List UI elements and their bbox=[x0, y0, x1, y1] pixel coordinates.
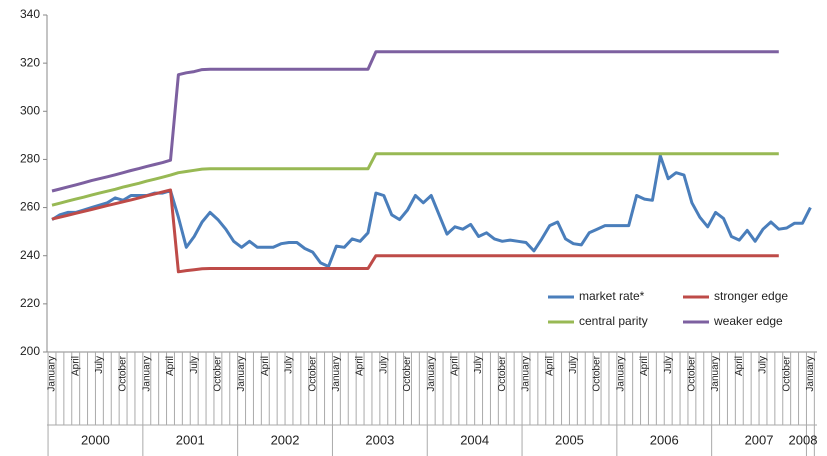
x-tick-label: October bbox=[497, 355, 508, 391]
y-tick-label: 240 bbox=[20, 248, 40, 262]
x-tick-label: January bbox=[236, 356, 247, 392]
year-label: 2007 bbox=[745, 432, 774, 447]
x-tick-label: January bbox=[710, 356, 721, 392]
legend-label: central parity bbox=[579, 314, 648, 328]
series-line bbox=[51, 50, 779, 193]
x-tick-label: October bbox=[402, 355, 413, 391]
y-tick-label: 300 bbox=[20, 103, 40, 117]
x-tick-label: July bbox=[663, 356, 674, 374]
x-tick-label: January bbox=[426, 356, 437, 392]
x-tick-label: April bbox=[355, 356, 366, 376]
legend-label: stronger edge bbox=[714, 289, 788, 303]
x-tick-label: October bbox=[213, 355, 224, 391]
y-tick-label: 280 bbox=[20, 152, 40, 166]
x-tick-label: October bbox=[781, 355, 792, 391]
y-tick-label: 320 bbox=[20, 55, 40, 69]
series-line bbox=[51, 154, 812, 268]
x-tick-label: April bbox=[639, 356, 650, 376]
legend-label: weaker edge bbox=[713, 314, 783, 328]
x-tick-label: January bbox=[521, 356, 532, 392]
series-line bbox=[51, 188, 779, 274]
x-tick-label: April bbox=[734, 356, 745, 376]
year-label: 2003 bbox=[365, 432, 394, 447]
x-tick-label: April bbox=[544, 356, 555, 376]
x-tick-label: July bbox=[94, 356, 105, 374]
x-tick-label: April bbox=[260, 356, 271, 376]
x-tick-label: July bbox=[284, 356, 295, 374]
x-tick-label: January bbox=[805, 356, 816, 392]
x-tick-label: April bbox=[165, 356, 176, 376]
x-tick-label: October bbox=[118, 355, 129, 391]
x-tick-label: January bbox=[47, 356, 58, 392]
x-tick-label: July bbox=[189, 356, 200, 374]
x-tick-label: January bbox=[331, 356, 342, 392]
y-tick-label: 340 bbox=[20, 7, 40, 21]
year-label: 2005 bbox=[555, 432, 584, 447]
x-tick-label: July bbox=[758, 356, 769, 374]
x-tick-label: July bbox=[473, 356, 484, 374]
y-tick-label: 220 bbox=[20, 296, 40, 310]
year-label: 2000 bbox=[81, 432, 110, 447]
x-tick-label: October bbox=[687, 355, 698, 391]
year-label: 2006 bbox=[650, 432, 679, 447]
y-tick-label: 260 bbox=[20, 200, 40, 214]
y-tick-label: 200 bbox=[20, 344, 40, 358]
x-tick-label: January bbox=[615, 356, 626, 392]
x-tick-label: July bbox=[378, 356, 389, 374]
x-tick-label: January bbox=[141, 356, 152, 392]
year-label: 2002 bbox=[271, 432, 300, 447]
year-label: 2004 bbox=[460, 432, 489, 447]
x-tick-label: April bbox=[450, 356, 461, 376]
year-label: 2008 bbox=[789, 432, 818, 447]
x-tick-label: April bbox=[70, 356, 81, 376]
legend-label: market rate* bbox=[579, 289, 645, 303]
series-line bbox=[51, 152, 779, 207]
x-tick-label: July bbox=[568, 356, 579, 374]
year-label: 2001 bbox=[176, 432, 205, 447]
x-tick-label: October bbox=[307, 355, 318, 391]
x-tick-label: October bbox=[592, 355, 603, 391]
